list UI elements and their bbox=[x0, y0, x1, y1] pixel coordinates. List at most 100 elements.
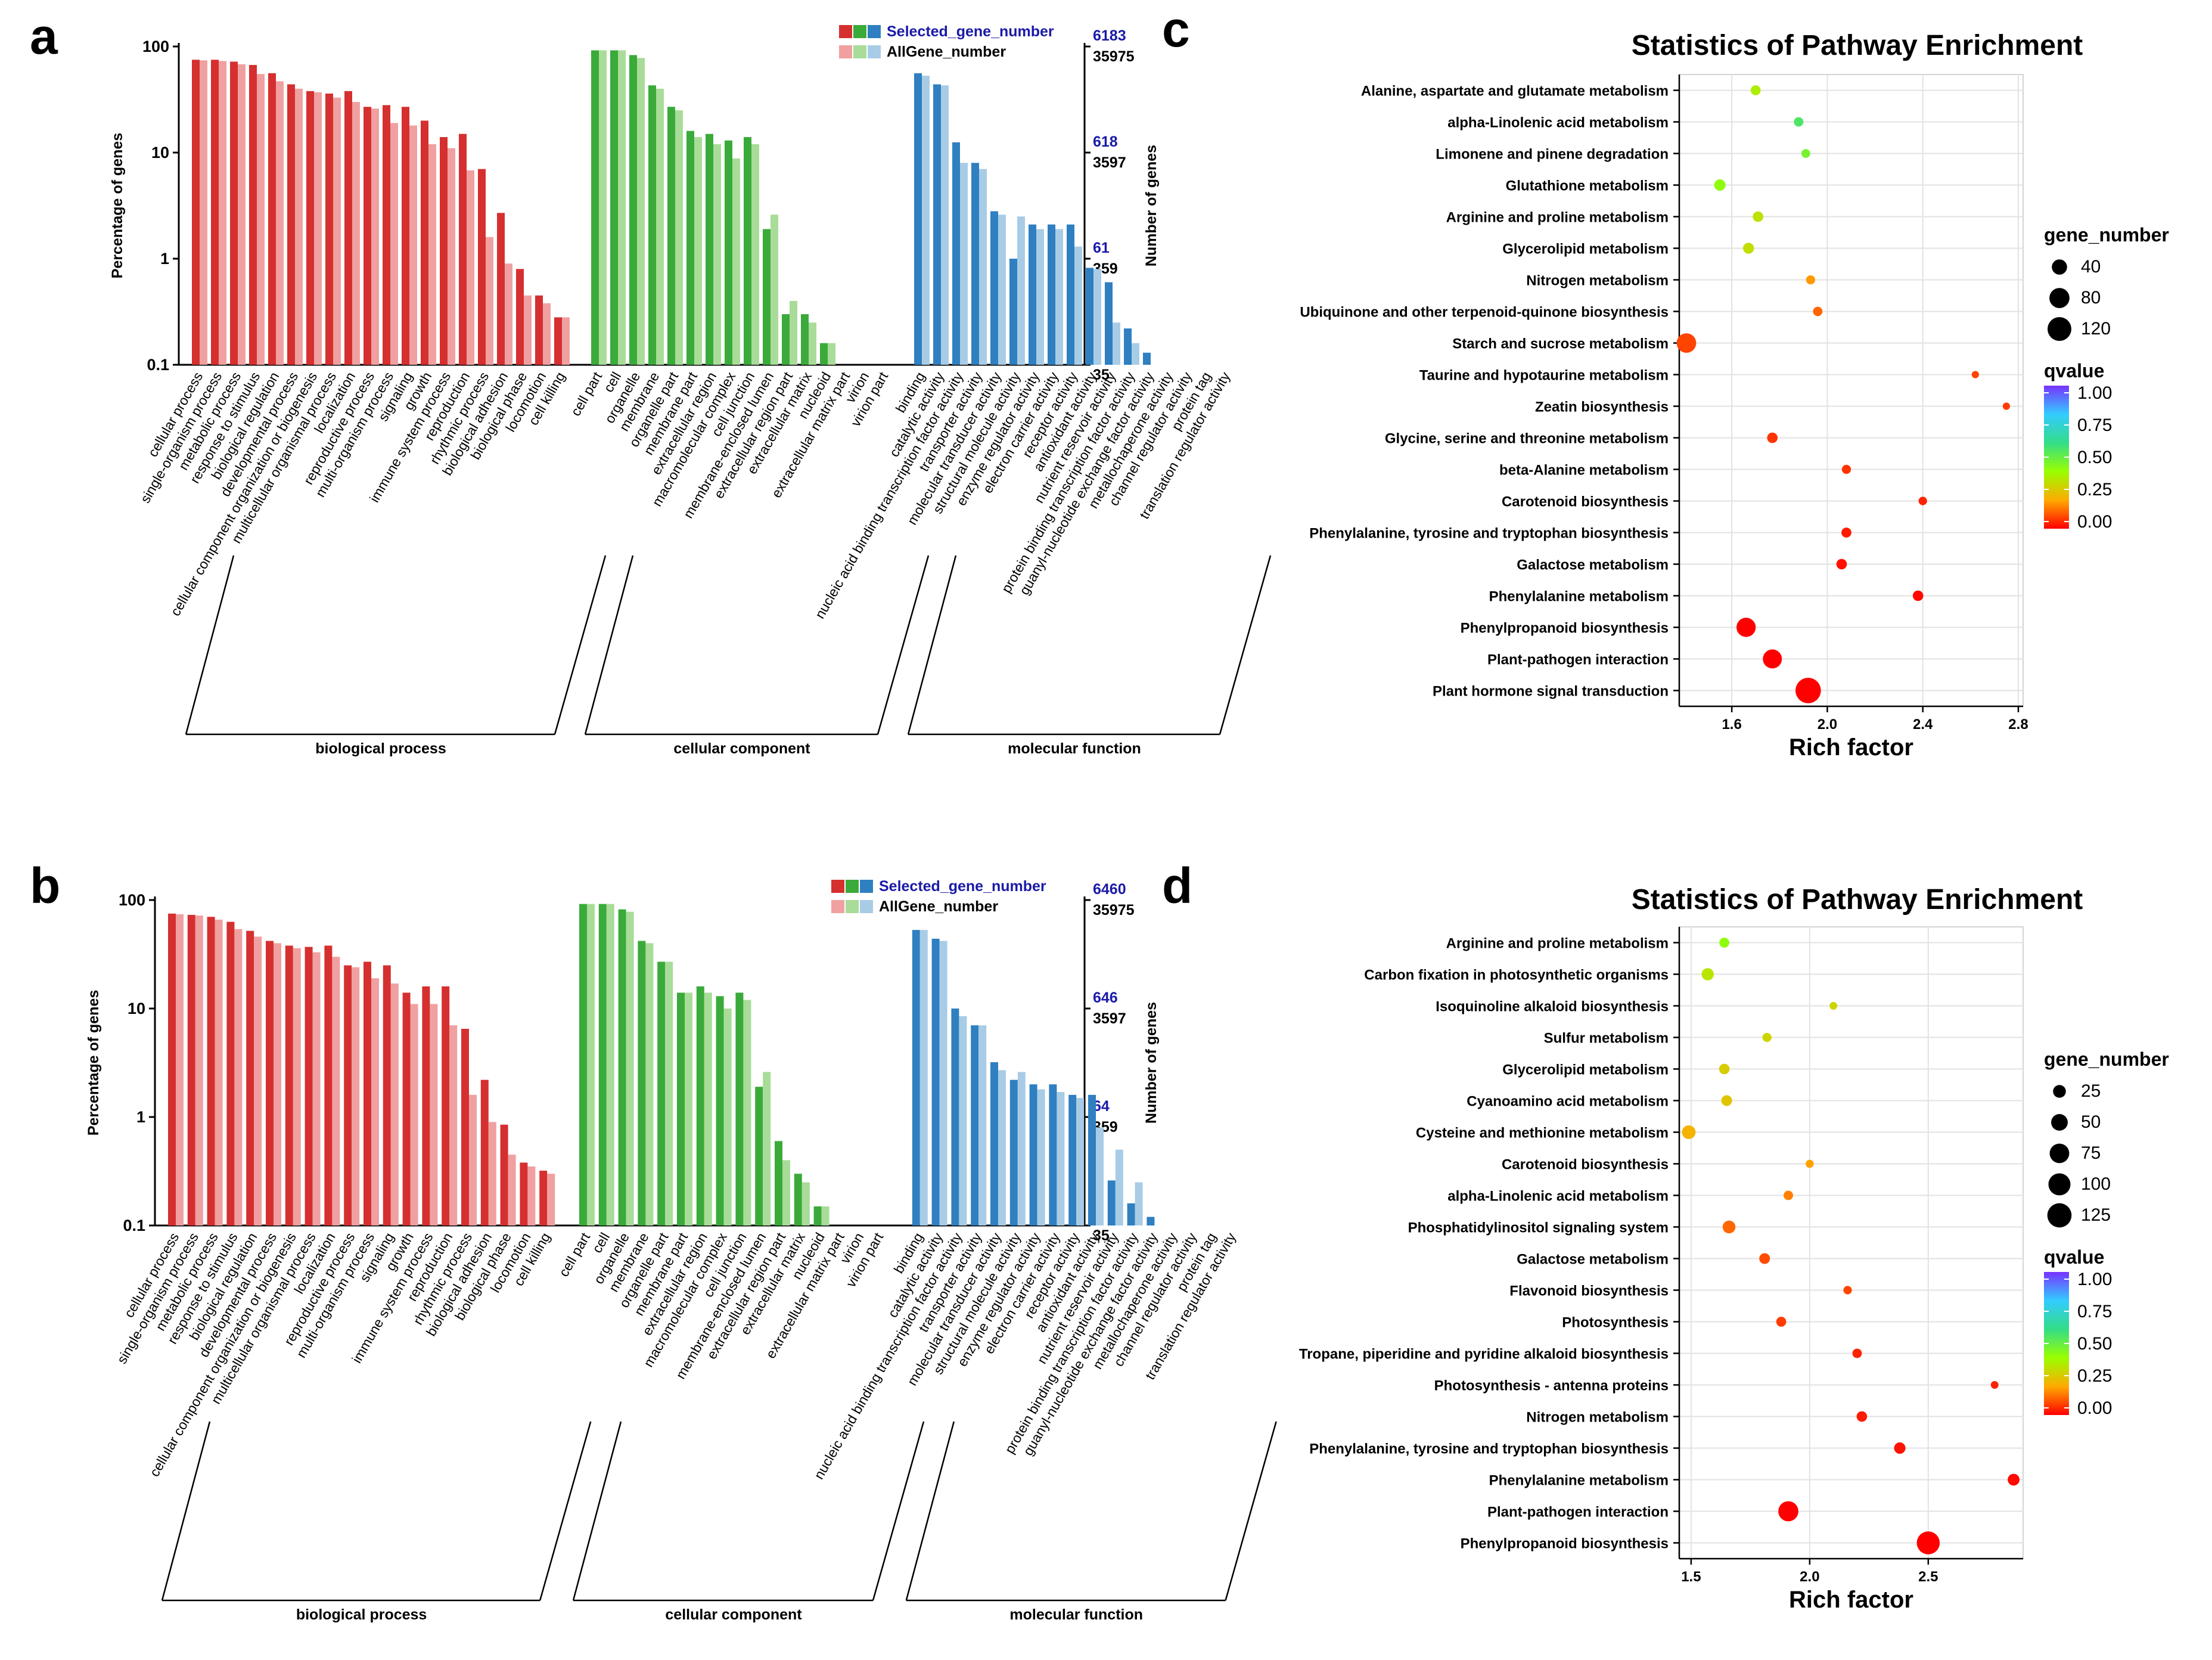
size-legend-dot bbox=[2053, 1085, 2066, 1098]
bar-all bbox=[390, 983, 399, 1225]
bar-all bbox=[979, 169, 987, 365]
bar-selected bbox=[249, 64, 257, 365]
legend-label-selected: Selected_gene_number bbox=[879, 878, 1046, 895]
bar-selected bbox=[813, 1206, 822, 1225]
x-tick-label: 1.6 bbox=[1722, 716, 1741, 733]
bar-selected bbox=[931, 938, 940, 1225]
scatter-point bbox=[2002, 402, 2011, 410]
bar-all bbox=[195, 915, 203, 1225]
bar-selected bbox=[1127, 1203, 1135, 1225]
color-legend-label: 0.50 bbox=[2077, 448, 2112, 467]
y-axis-label-left: Percentage of genes bbox=[85, 990, 102, 1136]
bar-selected bbox=[677, 992, 685, 1225]
y-tick-label-left: 0.1 bbox=[123, 1217, 145, 1234]
bar-all bbox=[1017, 216, 1025, 365]
bar-all bbox=[543, 303, 551, 365]
scatter-point bbox=[1894, 1442, 1906, 1454]
legend-label-selected: Selected_gene_number bbox=[887, 23, 1054, 40]
scatter-point bbox=[1676, 333, 1697, 353]
pathway-label: Phenylpropanoid biosynthesis bbox=[1461, 620, 1669, 637]
bar-selected bbox=[725, 140, 732, 365]
bar-all bbox=[430, 1004, 438, 1225]
bar-all bbox=[998, 1070, 1006, 1225]
bar-all bbox=[449, 1025, 458, 1225]
bar-selected bbox=[480, 1079, 489, 1225]
y-tick-label-left: 100 bbox=[119, 891, 145, 909]
x-tick-label: 1.5 bbox=[1681, 1569, 1701, 1585]
bar-selected bbox=[383, 965, 391, 1225]
legend-swatch-selected bbox=[860, 880, 873, 893]
bar-all bbox=[333, 97, 341, 365]
bar-selected bbox=[478, 169, 486, 365]
bar-all bbox=[488, 1122, 496, 1225]
x-tick-label: cell part bbox=[556, 1230, 594, 1279]
bar-all bbox=[919, 930, 928, 1225]
bar-selected bbox=[554, 317, 562, 365]
bar-selected bbox=[914, 73, 922, 365]
bar-all bbox=[409, 125, 417, 365]
bar-all bbox=[978, 1025, 987, 1225]
color-legend-label: 1.00 bbox=[2077, 383, 2112, 403]
size-legend-dot bbox=[2052, 259, 2067, 275]
bar-selected bbox=[629, 55, 637, 365]
bar-selected bbox=[782, 314, 790, 365]
legend-swatch-all bbox=[853, 45, 866, 58]
bar-selected bbox=[539, 1171, 548, 1225]
bar-all bbox=[656, 88, 664, 365]
bar-selected bbox=[266, 941, 274, 1225]
x-tick-label: 2.0 bbox=[1818, 716, 1837, 733]
y-tick-label-right-selected: 618 bbox=[1093, 134, 1118, 150]
pathway-label: beta-Alanine metabolism bbox=[1499, 463, 1669, 479]
bar-selected bbox=[207, 917, 215, 1225]
bar-all bbox=[314, 92, 322, 365]
bar-all bbox=[428, 144, 436, 365]
bar-selected bbox=[268, 73, 276, 365]
bar-all bbox=[809, 322, 816, 365]
panel-label-c: c bbox=[1162, 1, 1190, 57]
legend-swatch-selected bbox=[868, 25, 881, 38]
color-legend-title: qvalue bbox=[2044, 360, 2104, 381]
bar-all bbox=[1057, 1092, 1065, 1225]
bar-all bbox=[219, 61, 226, 365]
scatter-point bbox=[1701, 968, 1714, 981]
bar-all bbox=[1113, 322, 1120, 365]
x-axis-label: Rich factor bbox=[1789, 734, 1913, 761]
scatter-point bbox=[1852, 1348, 1862, 1358]
x-tick-label: 2.4 bbox=[1913, 716, 1933, 733]
y-tick-label-right-selected: 6183 bbox=[1093, 27, 1126, 44]
bar-all bbox=[1093, 269, 1101, 365]
group-bracket-right bbox=[554, 555, 607, 735]
color-legend-title: qvalue bbox=[2044, 1246, 2104, 1268]
bar-selected bbox=[421, 120, 428, 365]
bar-all bbox=[1055, 229, 1063, 365]
bar-selected bbox=[306, 91, 314, 365]
group-bracket-right bbox=[877, 555, 930, 735]
pathway-label: Glycine, serine and threonine metabolism bbox=[1385, 431, 1669, 447]
scatter-point bbox=[1971, 371, 1979, 378]
bar-selected bbox=[1009, 259, 1017, 365]
x-tick-label: cell part bbox=[568, 369, 605, 418]
bar-all bbox=[751, 144, 759, 365]
size-legend-label: 120 bbox=[2081, 319, 2111, 339]
pathway-label: Nitrogen metabolism bbox=[1526, 1410, 1669, 1426]
group-bracket-right bbox=[1225, 1421, 1277, 1601]
bar-selected bbox=[735, 992, 744, 1225]
bar-selected bbox=[755, 1087, 763, 1225]
bar-selected bbox=[442, 986, 450, 1225]
legend-swatch-all bbox=[860, 900, 873, 913]
pathway-label: Sulfur metabolism bbox=[1544, 1031, 1669, 1047]
y-axis-label-left: Percentage of genes bbox=[109, 133, 126, 279]
bar-selected bbox=[657, 961, 666, 1225]
group-bracket-left bbox=[907, 555, 957, 735]
scatter-point bbox=[1912, 590, 1924, 601]
bar-all bbox=[704, 992, 712, 1225]
legend-swatch-all bbox=[846, 900, 859, 913]
bar-all bbox=[505, 263, 512, 365]
legend-swatch-all bbox=[839, 45, 852, 58]
bar-selected bbox=[686, 131, 694, 365]
group-bracket-left bbox=[584, 555, 634, 735]
pathway-label: Limonene and pinene degradation bbox=[1436, 147, 1669, 163]
bar-selected bbox=[763, 229, 771, 365]
bar-all bbox=[293, 948, 301, 1225]
